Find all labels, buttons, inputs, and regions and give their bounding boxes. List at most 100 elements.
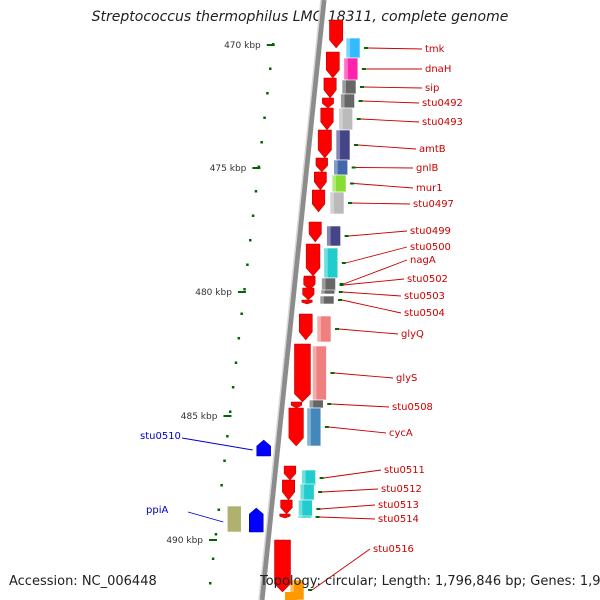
forward-gene-arrow-stu0500 (305, 243, 321, 277)
gene-marker (360, 86, 365, 88)
gene-label-dnaH: dnaH (425, 64, 451, 75)
tick-dot (231, 386, 235, 389)
genome-backbone (258, 0, 327, 600)
gene-label-tmk: tmk (425, 44, 445, 55)
leader-line-stu0500 (345, 246, 408, 264)
gene-marker (344, 235, 349, 237)
gene-label-stu0514: stu0514 (378, 514, 419, 525)
function-block-highlight (321, 278, 326, 292)
leader-line-stu0502 (343, 278, 405, 286)
tick-dot (263, 116, 266, 119)
forward-gene-arrow-mur1 (314, 171, 327, 191)
leader-line-sip (364, 86, 423, 89)
gene-label-sip: sip (425, 83, 439, 94)
gene-label-glyS: glyS (396, 373, 417, 384)
function-block-highlight (332, 175, 337, 192)
function-block-highlight (297, 516, 302, 518)
forward-gene-arrow-cycA (288, 407, 304, 447)
gene-label-stu0492: stu0492 (422, 98, 463, 109)
gene-marker (330, 372, 335, 374)
leader-line-stu0512 (322, 488, 379, 493)
function-block-highlight (346, 38, 351, 58)
tick-dot (234, 361, 238, 364)
gene-label-nagA: nagA (410, 255, 436, 266)
leader-line-ppiA (187, 511, 224, 523)
reverse-gene-arrow-stu0510 (256, 439, 271, 457)
tick-dot (220, 484, 223, 487)
kbp-scale-label: 485 kbp (181, 412, 218, 422)
forward-gene-arrow-stu0508 (290, 401, 303, 409)
backbone-line (259, 0, 327, 600)
function-block-highlight (323, 248, 328, 278)
function-block-stu0497 (329, 191, 345, 215)
leader-line-stu0508 (331, 403, 390, 408)
function-block-highlight (301, 470, 306, 486)
leader-line-stu0514 (319, 516, 376, 520)
function-block-stu0503 (320, 289, 336, 295)
gene-marker (316, 508, 321, 510)
function-blocks (226, 37, 361, 600)
gene-marker (308, 589, 313, 591)
leader-line-stu0503 (342, 291, 402, 297)
gene-label-stu0510: stu0510 (140, 431, 181, 442)
tick-dot (214, 533, 218, 536)
gene-label-stu0497: stu0497 (413, 199, 454, 210)
leader-line-tmk (368, 47, 423, 50)
function-block-highlight (336, 130, 341, 160)
forward-gene-arrow-stu0497 (311, 189, 326, 213)
leader-line-cycA (328, 426, 387, 434)
function-block-highlight (312, 346, 317, 400)
forward-gene-arrow-tmk (329, 19, 344, 49)
forward-gene-arrow-stu0512 (282, 479, 296, 501)
leader-line-nagA (343, 259, 408, 285)
gene-marker (338, 291, 343, 293)
label-leaders (181, 47, 423, 591)
function-block-highlight (320, 290, 325, 294)
leader-line-stu0497 (352, 202, 411, 205)
tick-dot (254, 190, 258, 193)
gene-marker (339, 284, 344, 286)
kbp-scale-label: 475 kbp (210, 164, 247, 174)
tick-dot (249, 239, 252, 242)
forward-gene-arrow-stu0511 (283, 465, 297, 481)
forward-gene-arrow-stu0493 (320, 107, 334, 131)
leader-line-stu0513 (320, 504, 376, 510)
forward-gene-arrow-glyQ (298, 313, 313, 341)
tick-dot (266, 92, 269, 95)
forward-gene-arrow-stu0503 (302, 287, 315, 301)
leader-line-stu0511 (323, 469, 382, 479)
gene-label-glyQ: glyQ (401, 329, 424, 340)
gene-label-cycA: cycA (389, 428, 413, 439)
tick-dot (243, 288, 246, 291)
function-block-highlight (342, 80, 347, 94)
leader-line-stu0499 (348, 230, 408, 237)
function-block-highlight (300, 484, 305, 500)
leader-line-stu0510 (181, 437, 253, 451)
leader-line-gnlB (355, 167, 414, 169)
gene-label-stu0499: stu0499 (410, 226, 451, 237)
gene-label-stu0503: stu0503 (404, 291, 445, 302)
gene-marker (361, 68, 366, 70)
tick-dot (223, 459, 226, 462)
forward-gene-arrow-gnlB (315, 157, 328, 173)
forward-gene-arrow-stu0514 (279, 513, 291, 519)
forward-gene-arrow-sip (323, 77, 337, 99)
function-block-highlight (309, 400, 314, 408)
gene-label-mur1: mur1 (416, 183, 443, 194)
forward-gene-arrow-stu0492 (322, 97, 334, 109)
kbp-scale-label: 480 kbp (195, 288, 232, 298)
gene-marker (358, 100, 363, 102)
topology-label: Topology: circular; Length: 1,796,846 bp… (260, 574, 600, 589)
gene-label-stu0502: stu0502 (407, 274, 448, 285)
function-block-highlight (317, 316, 322, 342)
leader-line-stu0516 (311, 548, 371, 591)
gene-label-gnlB: gnlB (416, 163, 438, 174)
tick-marks: 470 kbp 475 kbp 480 kbp 485 kbp 490 kbp (166, 41, 275, 585)
forward-gene-arrow-stu0516 (274, 539, 291, 593)
forward-gene-arrow-stu0499 (308, 221, 322, 243)
gene-label-stu0511: stu0511 (384, 465, 425, 476)
tick-dot (226, 435, 229, 438)
function-block-ppiA (226, 505, 242, 533)
gene-marker (351, 166, 356, 169)
function-block-stu0514 (297, 515, 312, 519)
